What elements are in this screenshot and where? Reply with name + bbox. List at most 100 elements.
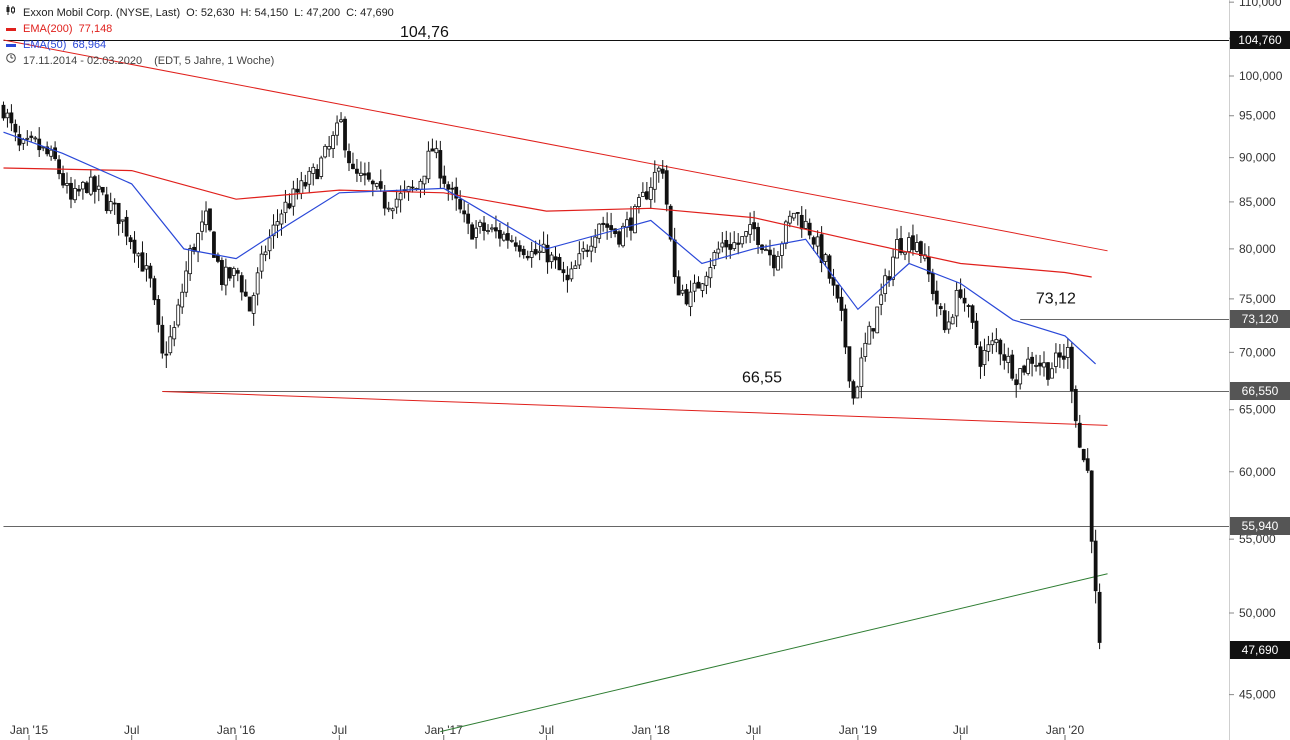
candlestick-icon: [6, 5, 16, 21]
candle-body: [609, 225, 614, 230]
candle-body: [521, 248, 526, 256]
candle-body: [57, 159, 61, 175]
candle-body: [239, 275, 244, 293]
candle: [108, 192, 113, 214]
legend-ema200[interactable]: EMA(200) 77,148: [6, 21, 394, 37]
candle-body: [748, 224, 753, 235]
x-tick-label: Jan '20: [1046, 723, 1085, 737]
candle-body: [247, 296, 252, 312]
candle: [799, 206, 804, 238]
candle: [112, 198, 117, 215]
candle-body: [732, 242, 737, 249]
candle: [1026, 346, 1031, 376]
candle-body: [974, 320, 979, 346]
candle: [355, 159, 359, 182]
candle-body: [1002, 354, 1007, 361]
candle: [561, 261, 566, 282]
x-tick-label: Jan '16: [217, 723, 256, 737]
candle: [986, 335, 991, 362]
candle: [490, 224, 494, 233]
candle-body: [879, 294, 884, 305]
candle-body: [53, 147, 57, 159]
candle: [974, 312, 979, 349]
legend-ema50[interactable]: EMA(50) 68,964: [6, 37, 394, 53]
candle-body: [378, 181, 383, 189]
candle: [764, 244, 768, 252]
candle-body: [61, 173, 65, 186]
candle-body: [978, 346, 983, 367]
candle: [192, 243, 197, 255]
x-tick-label: Jan '18: [632, 723, 671, 737]
candle-body: [803, 220, 808, 229]
candle: [434, 140, 439, 159]
x-tick-label: Jul: [746, 723, 761, 737]
candle: [128, 234, 133, 250]
candle: [954, 281, 959, 328]
candle-body: [899, 238, 903, 253]
candle-body: [470, 224, 475, 240]
candle-body: [915, 242, 919, 252]
candle-body: [1081, 449, 1086, 461]
candle-body: [331, 135, 336, 149]
candle: [855, 385, 860, 399]
candle: [13, 119, 18, 142]
candle: [176, 298, 181, 328]
candle: [1042, 351, 1046, 377]
candle-body: [251, 295, 256, 314]
candle-body: [668, 205, 673, 240]
candle-body: [390, 208, 395, 212]
candle: [807, 218, 812, 240]
candle: [1034, 354, 1038, 372]
candle: [934, 280, 939, 317]
candle-body: [144, 265, 149, 270]
candle-body: [525, 255, 530, 259]
candle: [442, 165, 447, 188]
candle-body: [96, 185, 101, 190]
candle: [156, 295, 161, 333]
annotations: 104,76 73,12 66,55: [400, 24, 1076, 387]
candle-body: [362, 173, 367, 176]
candle-body: [613, 228, 617, 234]
candle: [895, 228, 899, 259]
candle: [768, 239, 772, 266]
open-value: 52,630: [200, 7, 235, 19]
candle: [287, 193, 292, 210]
candle-body: [1042, 362, 1046, 368]
candle-body: [25, 137, 30, 140]
ema200-swatch: [6, 27, 16, 31]
candle: [295, 178, 300, 200]
candle: [605, 212, 610, 240]
candle: [1089, 470, 1094, 554]
candle-body: [339, 119, 343, 123]
candle-body: [160, 324, 165, 354]
candle: [239, 272, 244, 301]
candle: [331, 131, 336, 159]
trendline-long-term-support: [440, 573, 1108, 733]
candle-body: [708, 267, 713, 279]
candle: [517, 240, 522, 258]
candle-body: [680, 289, 685, 294]
candle: [1050, 362, 1054, 379]
candle-body: [827, 255, 832, 279]
candle: [787, 210, 792, 228]
candle-body: [672, 239, 677, 278]
candle-body: [823, 254, 828, 262]
candle: [692, 274, 697, 303]
candle: [978, 341, 983, 379]
candle-body: [772, 254, 776, 269]
candle: [124, 210, 129, 246]
candle: [847, 346, 852, 388]
candle-body: [966, 305, 971, 307]
y-tick-label: 85,000: [1239, 195, 1276, 209]
candle: [652, 160, 657, 203]
candle: [760, 244, 764, 254]
candle: [648, 177, 653, 209]
candle: [903, 251, 907, 261]
candle: [49, 145, 54, 161]
candle-body: [124, 216, 129, 237]
candle: [382, 184, 387, 216]
candle: [708, 258, 713, 288]
candle: [1069, 342, 1074, 404]
x-tick-label: Jul: [124, 723, 139, 737]
